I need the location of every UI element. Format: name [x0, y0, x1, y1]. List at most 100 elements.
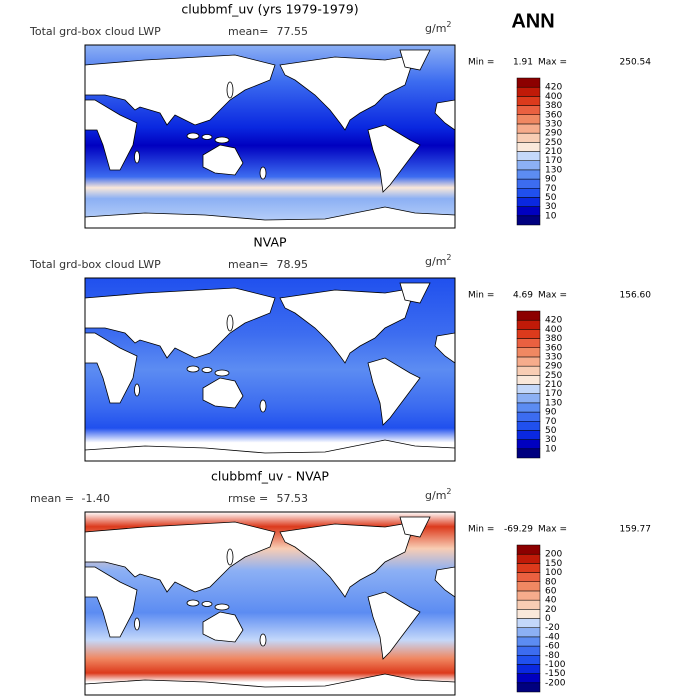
colorbar-box [516, 421, 541, 431]
colorbar-label: 80 [545, 577, 557, 587]
colorbar-box [516, 627, 541, 638]
colorbar-label: 400 [545, 325, 562, 335]
colorbar-label: 130 [545, 165, 562, 175]
map [84, 511, 456, 696]
colorbar-label: 170 [545, 389, 562, 399]
panel-title: clubbmf_uv (yrs 1979-1979) [181, 2, 358, 17]
colorbar-box [516, 77, 541, 88]
stat-value: 57.53 [277, 492, 309, 505]
colorbar-box [516, 581, 541, 592]
colorbar-label: 90 [545, 175, 557, 185]
colorbar-box [516, 96, 541, 106]
colorbar-box [516, 329, 541, 339]
colorbar-box [516, 645, 541, 656]
colorbar-box [516, 618, 541, 628]
colorbar-label: 420 [545, 83, 562, 93]
colorbar-box [516, 636, 541, 647]
colorbar-box [516, 402, 541, 413]
season-title: ANN [511, 10, 554, 32]
colorbar-box [516, 590, 541, 601]
min-value: -69.29 [504, 525, 533, 535]
colorbar-label: 40 [545, 596, 557, 606]
units-power: 2 [446, 20, 451, 29]
max-value: 250.54 [620, 58, 652, 68]
colorbar-box [516, 439, 541, 450]
colorbar-box [516, 105, 541, 115]
colorbar-label: 130 [545, 398, 562, 408]
colorbar-box [516, 151, 541, 161]
colorbar-box [516, 338, 541, 348]
map-frame [84, 44, 456, 229]
colorbar-box [516, 430, 541, 440]
colorbar-box [516, 356, 541, 367]
colorbar-box [516, 114, 541, 125]
panel-description: Total grd-box cloud LWP [29, 258, 161, 271]
stat-value: 77.55 [277, 25, 309, 38]
colorbar-box [516, 142, 541, 152]
stat-label: mean= [228, 258, 268, 271]
colorbar-box [516, 411, 541, 422]
colorbar-label: 290 [545, 129, 562, 139]
colorbar-box [516, 365, 541, 376]
colorbar-box [516, 393, 541, 404]
units: g/m2 [425, 487, 452, 503]
colorbar-label: 10 [545, 444, 557, 454]
map [84, 44, 456, 229]
stat-value: -1.40 [82, 492, 110, 505]
colorbar-label: 20 [545, 605, 557, 615]
units-power: 2 [446, 253, 451, 262]
colorbar-box [516, 572, 541, 582]
colorbar-label: -100 [545, 660, 566, 670]
colorbar-box [516, 347, 541, 358]
colorbar-label: 330 [545, 119, 562, 129]
colorbar-label: 30 [545, 202, 557, 212]
colorbar-box [516, 86, 541, 97]
colorbar-label: 330 [545, 352, 562, 362]
panel-title: NVAP [253, 235, 287, 250]
colorbar-label: 150 [545, 559, 562, 569]
colorbar-box [516, 160, 541, 171]
min-label: Min = [468, 525, 494, 535]
max-value: 159.77 [620, 525, 652, 535]
colorbar-box [516, 310, 541, 321]
colorbar-label: 100 [545, 568, 562, 578]
units: g/m2 [425, 253, 452, 269]
colorbar-label: 250 [545, 371, 562, 381]
colorbar-label: 400 [545, 92, 562, 102]
colorbar-box [516, 599, 541, 610]
colorbar-label: 250 [545, 138, 562, 148]
units-base: g/m [425, 22, 446, 35]
max-value: 156.60 [620, 291, 652, 301]
panel-description: Total grd-box cloud LWP [29, 25, 161, 38]
colorbar-label: -40 [545, 632, 560, 642]
colorbar-box [516, 319, 541, 330]
colorbar-label: -200 [545, 678, 566, 688]
colorbar-box [516, 206, 541, 217]
units-power: 2 [446, 487, 451, 496]
colorbar-label: 70 [545, 417, 557, 427]
colorbar-box [516, 664, 541, 674]
colorbar-label: 380 [545, 101, 562, 111]
colorbar-label: 90 [545, 408, 557, 418]
max-label: Max = [538, 525, 567, 535]
colorbar-box [516, 123, 541, 134]
colorbar-label: 420 [545, 316, 562, 326]
colorbar-label: 170 [545, 156, 562, 166]
colorbar-box [516, 188, 541, 198]
colorbar-box [516, 215, 541, 226]
map-frame [84, 511, 456, 696]
panel-title: clubbmf_uv - NVAP [211, 469, 329, 484]
colorbar-box [516, 563, 541, 573]
colorbar-label: -60 [545, 642, 560, 652]
colorbar-label: 360 [545, 343, 562, 353]
colorbar-label: 10 [545, 211, 557, 221]
units: g/m2 [425, 20, 452, 36]
units-base: g/m [425, 255, 446, 268]
colorbar-box [516, 375, 541, 385]
colorbar-label: 290 [545, 362, 562, 372]
map-frame [84, 277, 456, 462]
colorbar-label: 70 [545, 184, 557, 194]
colorbar-label: -150 [545, 669, 566, 679]
max-label: Max = [538, 291, 567, 301]
